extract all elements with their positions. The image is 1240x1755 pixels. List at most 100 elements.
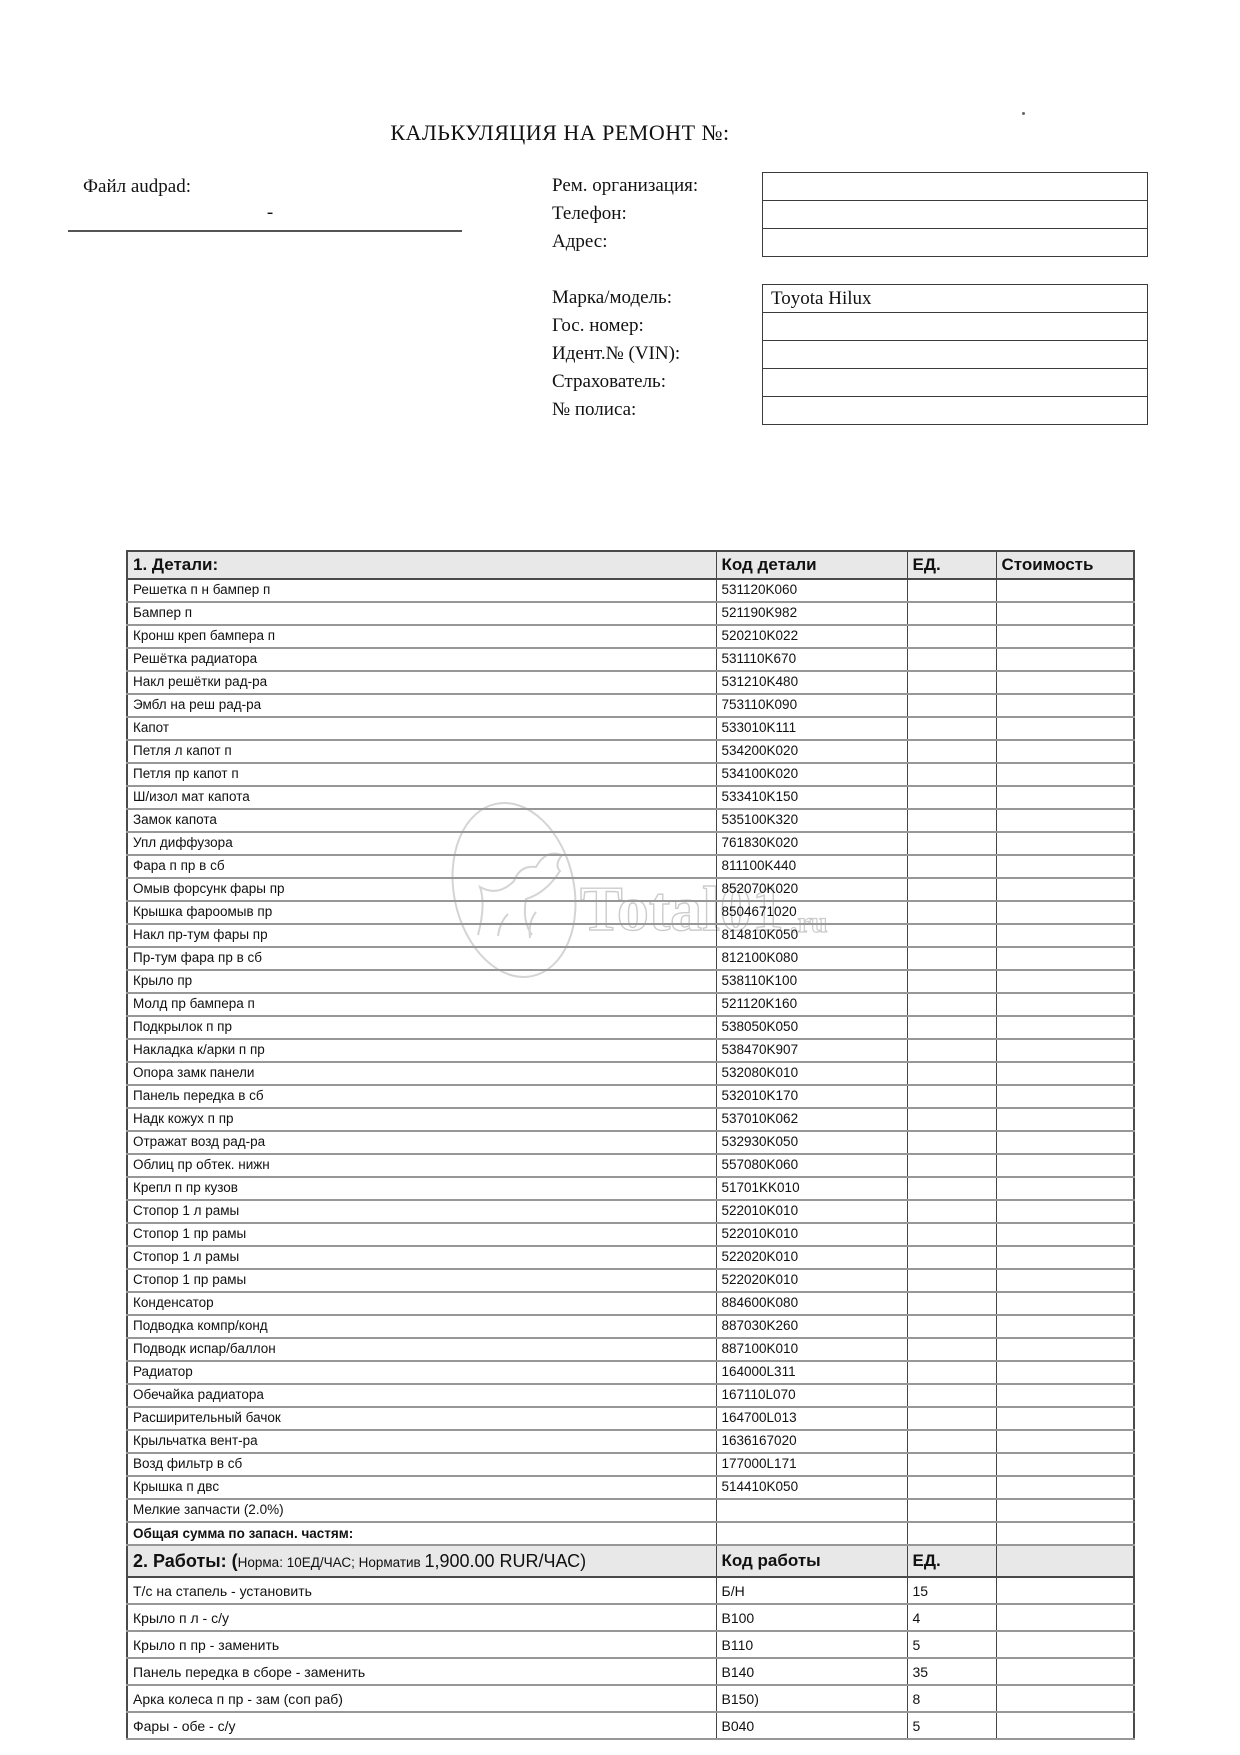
part-cost bbox=[995, 693, 1135, 718]
part-cost bbox=[995, 1314, 1135, 1339]
part-unit bbox=[906, 785, 997, 810]
work-cost bbox=[995, 1684, 1135, 1713]
part-unit bbox=[906, 647, 997, 672]
part-code: 177000L171 bbox=[715, 1452, 908, 1477]
part-cost bbox=[995, 647, 1135, 672]
part-unit bbox=[906, 762, 997, 787]
works-title-norm: Норма: 10ЕД/ЧАС; Норматив bbox=[237, 1554, 425, 1570]
part-cost bbox=[995, 831, 1135, 856]
insured-label: Страхователь: bbox=[552, 371, 666, 392]
part-name: Радиатор bbox=[126, 1360, 717, 1385]
part-cost bbox=[995, 992, 1135, 1017]
part-cost bbox=[995, 578, 1135, 603]
part-code: 522020K010 bbox=[715, 1268, 908, 1293]
part-code: 537010K062 bbox=[715, 1107, 908, 1132]
part-name: Накладка к/арки п пр bbox=[126, 1038, 717, 1063]
part-code: 521190K982 bbox=[715, 601, 908, 626]
part-unit bbox=[906, 923, 997, 948]
part-row: Возд фильтр в сб 177000L171 bbox=[126, 1452, 1135, 1477]
part-code: 532010K170 bbox=[715, 1084, 908, 1109]
org-label: Рем. организация: bbox=[552, 175, 699, 196]
part-unit bbox=[906, 831, 997, 856]
part-unit bbox=[906, 1130, 997, 1155]
part-unit bbox=[906, 1199, 997, 1224]
work-row: Арка колеса п пр - зам (соп раб) B150) 8 bbox=[126, 1684, 1135, 1713]
part-unit bbox=[906, 578, 997, 603]
part-unit bbox=[906, 854, 997, 879]
part-row: Стопор 1 пр рамы 522010K010 bbox=[126, 1222, 1135, 1247]
insured-field-box bbox=[762, 368, 1148, 397]
parts-total-row: Общая сумма по запасн. частям: bbox=[126, 1521, 1135, 1546]
small-parts-row: Мелкие запчасти (2.0%) bbox=[126, 1498, 1135, 1523]
part-name: Пр-тум фара пр в сб bbox=[126, 946, 717, 971]
part-unit bbox=[906, 1452, 997, 1477]
part-code: 535100K320 bbox=[715, 808, 908, 833]
part-name: Решетка п н бампер п bbox=[126, 578, 717, 603]
part-cost bbox=[995, 1429, 1135, 1454]
part-row: Стопор 1 л рамы 522010K010 bbox=[126, 1199, 1135, 1224]
part-row: Накладка к/арки п пр 538470K907 bbox=[126, 1038, 1135, 1063]
part-cost bbox=[995, 1452, 1135, 1477]
part-name: Фара п пр в сб bbox=[126, 854, 717, 879]
part-name: Молд пр бампера п bbox=[126, 992, 717, 1017]
part-row: Ш/изол мат капота 533410K150 bbox=[126, 785, 1135, 810]
part-row: Крыло пр 538110K100 bbox=[126, 969, 1135, 994]
part-cost bbox=[995, 900, 1135, 925]
part-unit bbox=[906, 1084, 997, 1109]
part-code: 532080K010 bbox=[715, 1061, 908, 1086]
part-unit bbox=[906, 624, 997, 649]
part-unit bbox=[906, 946, 997, 971]
part-row: Подводк испар/баллон 887100K010 bbox=[126, 1337, 1135, 1362]
part-name: Стопор 1 л рамы bbox=[126, 1245, 717, 1270]
address-field-box bbox=[762, 228, 1148, 257]
part-row: Крыльчатка вент-ра 1636167020 bbox=[126, 1429, 1135, 1454]
part-row: Бампер п 521190K982 bbox=[126, 601, 1135, 626]
policy-field-box bbox=[762, 396, 1148, 425]
part-row: Пр-тум фара пр в сб 812100K080 bbox=[126, 946, 1135, 971]
part-name: Крышка фароомыв пр bbox=[126, 900, 717, 925]
phone-label: Телефон: bbox=[552, 203, 627, 224]
part-name: Омыв форсунк фары пр bbox=[126, 877, 717, 902]
part-code: 514410K050 bbox=[715, 1475, 908, 1500]
part-row: Петля пр капот п 534100K020 bbox=[126, 762, 1135, 787]
vin-field-box bbox=[762, 340, 1148, 369]
part-unit bbox=[906, 1383, 997, 1408]
part-code: 884600K080 bbox=[715, 1291, 908, 1316]
part-row: Крепл п пр кузов 51701KK010 bbox=[126, 1176, 1135, 1201]
part-unit bbox=[906, 601, 997, 626]
part-code: 521120K160 bbox=[715, 992, 908, 1017]
part-name: Стопор 1 л рамы bbox=[126, 1199, 717, 1224]
part-row: Стопор 1 л рамы 522020K010 bbox=[126, 1245, 1135, 1270]
part-unit bbox=[906, 1268, 997, 1293]
part-name: Кронш креп бампера п bbox=[126, 624, 717, 649]
file-underline bbox=[68, 230, 462, 232]
part-row: Стопор 1 пр рамы 522020K010 bbox=[126, 1268, 1135, 1293]
work-unit-header: ЕД. bbox=[906, 1544, 997, 1578]
part-row: Подводка компр/конд 887030K260 bbox=[126, 1314, 1135, 1339]
part-cost bbox=[995, 670, 1135, 695]
part-unit bbox=[906, 739, 997, 764]
part-code: 557080K060 bbox=[715, 1153, 908, 1178]
part-code: 812100K080 bbox=[715, 946, 908, 971]
part-code: 164000L311 bbox=[715, 1360, 908, 1385]
part-code: 534100K020 bbox=[715, 762, 908, 787]
part-name: Возд фильтр в сб bbox=[126, 1452, 717, 1477]
part-row: Обечайка радиатора 167110L070 bbox=[126, 1383, 1135, 1408]
part-name: Подводка компр/конд bbox=[126, 1314, 717, 1339]
work-name: Крыло п пр - заменить bbox=[126, 1630, 717, 1659]
part-unit bbox=[906, 1360, 997, 1385]
address-label: Адрес: bbox=[552, 231, 608, 252]
part-code: 531210K480 bbox=[715, 670, 908, 695]
part-name: Расширительный бачок bbox=[126, 1406, 717, 1431]
part-code: 538470K907 bbox=[715, 1038, 908, 1063]
work-row: Панель передка в сборе - заменить B140 3… bbox=[126, 1657, 1135, 1686]
work-unit: 5 bbox=[906, 1630, 997, 1659]
part-name: Подводк испар/баллон bbox=[126, 1337, 717, 1362]
part-name: Замок капота bbox=[126, 808, 717, 833]
part-row: Молд пр бампера п 521120K160 bbox=[126, 992, 1135, 1017]
part-name: Крыло пр bbox=[126, 969, 717, 994]
part-name: Ш/изол мат капота bbox=[126, 785, 717, 810]
policy-label: № полиса: bbox=[552, 399, 637, 420]
part-cost bbox=[995, 1038, 1135, 1063]
part-row: Петля л капот п 534200K020 bbox=[126, 739, 1135, 764]
